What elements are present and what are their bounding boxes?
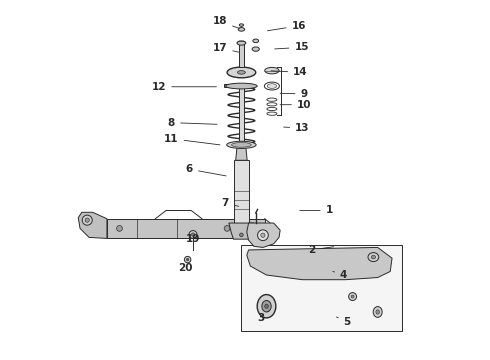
Text: 16: 16 (268, 21, 306, 31)
Ellipse shape (227, 67, 256, 78)
Ellipse shape (267, 84, 276, 88)
Ellipse shape (376, 310, 379, 314)
Ellipse shape (192, 233, 195, 236)
Ellipse shape (265, 67, 279, 74)
Text: 5: 5 (337, 317, 351, 327)
Bar (241, 244, 402, 330)
Ellipse shape (232, 143, 251, 147)
Ellipse shape (237, 41, 245, 45)
Ellipse shape (257, 294, 276, 318)
Polygon shape (229, 223, 254, 239)
Text: 7: 7 (221, 198, 239, 208)
Bar (239, 44, 244, 67)
Text: 3: 3 (258, 311, 269, 323)
Text: 11: 11 (164, 134, 220, 145)
Bar (224, 84, 231, 87)
Text: 19: 19 (186, 234, 200, 244)
Ellipse shape (239, 24, 244, 26)
Ellipse shape (240, 233, 243, 237)
Ellipse shape (224, 226, 230, 231)
Polygon shape (78, 212, 107, 238)
Ellipse shape (238, 28, 245, 31)
Text: 17: 17 (213, 43, 239, 53)
Ellipse shape (371, 255, 375, 259)
Ellipse shape (265, 304, 269, 309)
Ellipse shape (85, 218, 89, 222)
Text: 12: 12 (152, 82, 217, 92)
Ellipse shape (373, 307, 382, 318)
Text: 1: 1 (300, 206, 333, 216)
Text: 18: 18 (213, 17, 240, 28)
Bar (107, 219, 265, 238)
Bar (239, 87, 245, 160)
Ellipse shape (227, 141, 256, 148)
Ellipse shape (238, 71, 245, 74)
Polygon shape (247, 247, 392, 280)
Polygon shape (236, 146, 247, 160)
Ellipse shape (261, 233, 265, 237)
Ellipse shape (225, 83, 257, 89)
Text: 9: 9 (280, 89, 308, 99)
Text: 2: 2 (308, 245, 334, 255)
Text: 8: 8 (168, 118, 217, 128)
Ellipse shape (117, 226, 122, 231)
Ellipse shape (186, 258, 189, 261)
Ellipse shape (82, 215, 92, 225)
Ellipse shape (252, 47, 259, 51)
Ellipse shape (258, 230, 269, 240)
Text: 20: 20 (178, 260, 193, 273)
Ellipse shape (262, 301, 271, 312)
Ellipse shape (351, 295, 354, 298)
Ellipse shape (253, 39, 259, 42)
Text: 15: 15 (275, 42, 309, 52)
Text: 10: 10 (280, 100, 312, 110)
Bar (234, 160, 249, 223)
Ellipse shape (189, 230, 197, 238)
Text: 13: 13 (284, 123, 310, 133)
Polygon shape (247, 223, 280, 247)
Text: 14: 14 (271, 67, 308, 77)
Text: 4: 4 (333, 270, 347, 280)
Ellipse shape (368, 253, 379, 262)
Ellipse shape (184, 256, 191, 263)
Text: 6: 6 (186, 164, 226, 176)
Ellipse shape (349, 293, 357, 301)
